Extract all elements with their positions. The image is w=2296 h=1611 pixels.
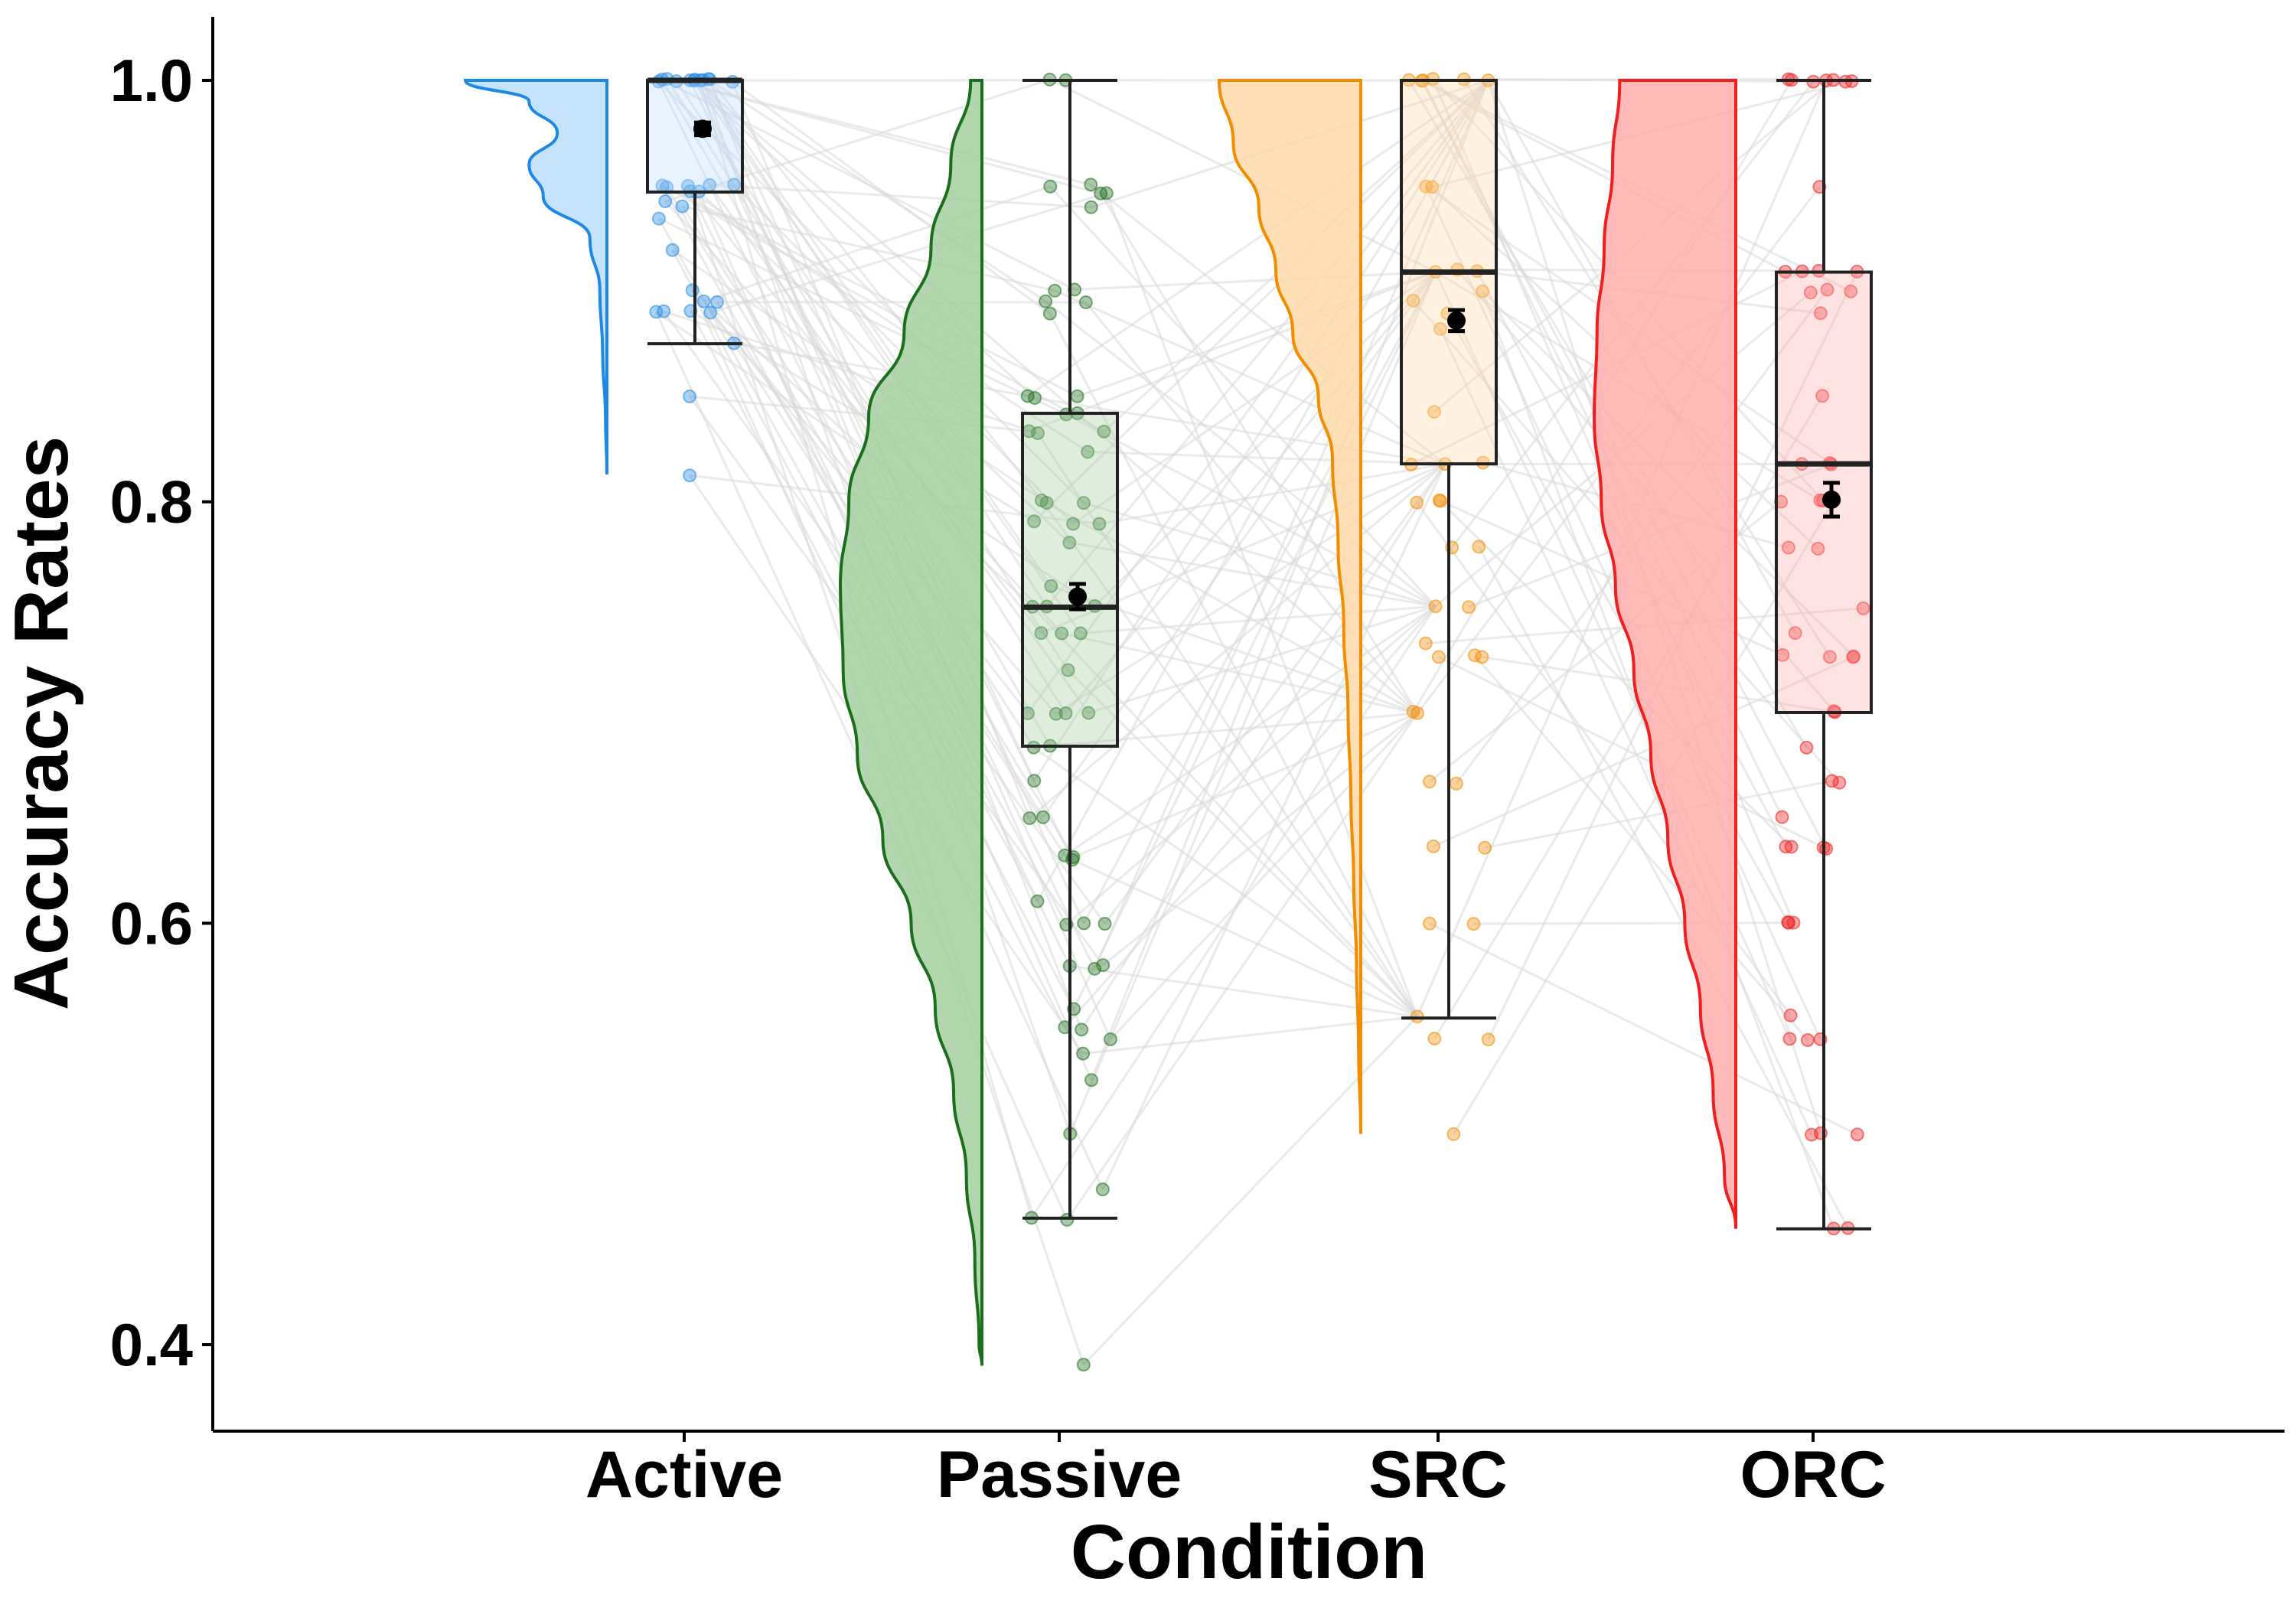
y-tick-label: 0.6 (110, 889, 193, 957)
data-point (1424, 775, 1436, 788)
box-iqr-passive (1022, 413, 1117, 746)
data-point (698, 295, 710, 308)
subject-line (1110, 713, 1417, 1039)
data-point (1075, 1023, 1088, 1035)
data-point (1783, 1032, 1795, 1045)
data-point (1468, 918, 1480, 930)
y-tick-label: 1.0 (110, 47, 193, 114)
data-point (1078, 1358, 1090, 1371)
data-point (1785, 1009, 1797, 1022)
data-point (1776, 811, 1789, 823)
mean-point-passive (1068, 588, 1087, 606)
y-axis-title: Accuracy Rates (0, 436, 84, 1010)
box-iqr-orc (1776, 272, 1871, 713)
data-point (1039, 295, 1052, 308)
data-point (1084, 178, 1097, 191)
density-cloud-orc (1594, 80, 1736, 1229)
data-point (1420, 638, 1432, 650)
data-point (1049, 285, 1061, 297)
data-point (1463, 601, 1475, 613)
data-point (704, 306, 716, 318)
data-point (659, 195, 671, 207)
mean-point-active (693, 119, 712, 138)
subject-line (1474, 923, 1789, 924)
axes-layer: 0.4 0.6 0.8 1.0 Active Passive SRC ORC Condition… (0, 17, 2285, 1595)
data-point (1044, 181, 1056, 193)
data-point (1031, 895, 1043, 908)
data-point (683, 390, 696, 403)
data-point (1023, 812, 1035, 824)
data-point (1029, 392, 1041, 404)
y-tick-label: 0.4 (110, 1311, 193, 1378)
data-point (1427, 840, 1440, 853)
data-point (1066, 853, 1078, 866)
data-point (1078, 917, 1090, 929)
data-point (1411, 497, 1423, 509)
data-point (1101, 187, 1113, 199)
subject-line (1081, 606, 1436, 633)
data-point (1080, 296, 1092, 308)
data-point (1088, 963, 1101, 975)
data-point (1085, 201, 1097, 214)
data-point (1430, 600, 1442, 612)
data-point (1424, 918, 1436, 930)
data-point (1450, 778, 1463, 790)
data-point (687, 284, 699, 296)
data-point (1787, 917, 1799, 929)
data-point (1037, 811, 1049, 823)
data-point (683, 469, 696, 481)
data-point (1077, 1048, 1089, 1060)
data-point (1433, 651, 1445, 663)
data-point (1851, 1128, 1864, 1140)
data-point (1820, 843, 1832, 855)
x-tick-label-active: Active (585, 1438, 783, 1512)
subject-line (1088, 452, 1445, 464)
data-point (650, 306, 662, 318)
data-point (1071, 390, 1084, 403)
density-cloud-active (465, 80, 607, 474)
data-point (1833, 777, 1845, 789)
data-point (1044, 308, 1056, 320)
mean-point-orc (1822, 491, 1841, 509)
mean-point-src (1447, 311, 1466, 330)
subject-line (1083, 1016, 1417, 1053)
data-point (667, 244, 679, 256)
data-point (1779, 840, 1792, 853)
y-tick-label: 0.8 (110, 468, 193, 536)
subject-line (1078, 272, 1436, 396)
data-point (1099, 918, 1111, 930)
data-point (1411, 707, 1424, 719)
data-point (1428, 1032, 1440, 1045)
data-point (1482, 1033, 1495, 1045)
subject-line (1084, 1016, 1417, 1365)
data-point (1802, 1034, 1814, 1046)
data-point (1104, 1033, 1117, 1045)
data-point (1447, 1128, 1459, 1140)
data-point (1085, 1074, 1097, 1086)
data-point (1473, 540, 1485, 553)
x-tick-label-passive: Passive (937, 1438, 1182, 1512)
x-tick-label-src: SRC (1368, 1438, 1508, 1512)
data-point (1028, 775, 1040, 787)
data-point (1097, 1183, 1109, 1195)
data-point (1433, 494, 1446, 507)
data-point (1479, 842, 1491, 854)
x-tick-label-orc: ORC (1740, 1438, 1886, 1512)
data-point (676, 201, 688, 213)
x-axis-title: Condition (1071, 1509, 1428, 1595)
data-point (653, 213, 665, 225)
data-point (1469, 649, 1481, 661)
data-point (1800, 742, 1812, 754)
